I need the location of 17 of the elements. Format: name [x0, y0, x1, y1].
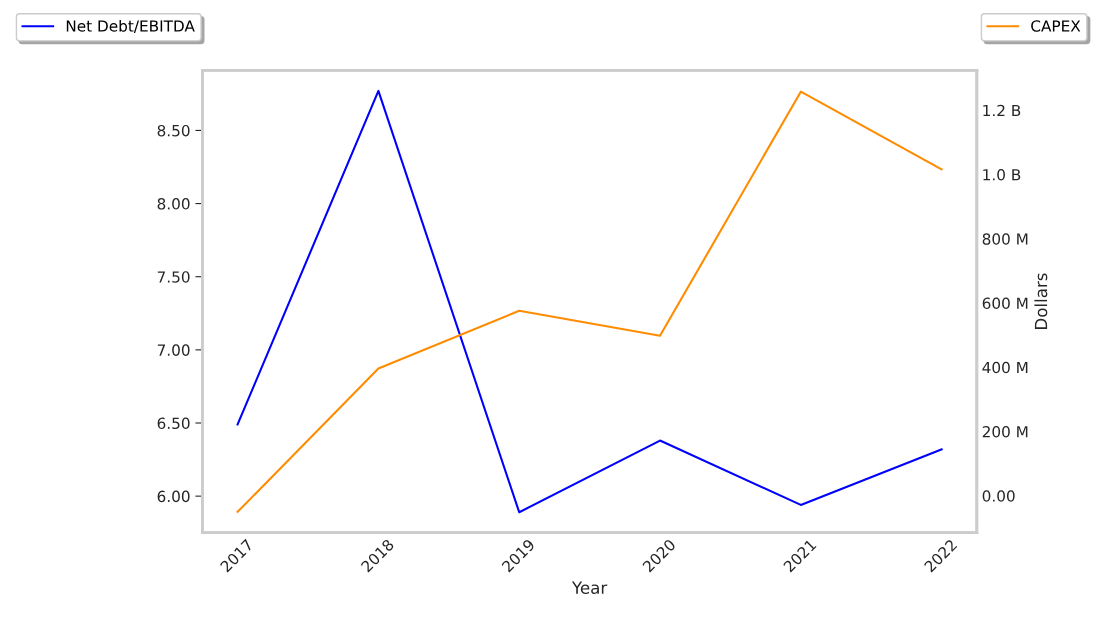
y-tick-label: 8.00: [157, 198, 190, 210]
y-tick-label: 6.00: [157, 490, 190, 503]
y-tick-label: 6.50: [157, 417, 190, 430]
y2-tick-label: 200 M: [982, 425, 1028, 438]
y2-tick-label: 600 M: [982, 297, 1028, 310]
y2-tick-label: 1.0 B: [983, 169, 1021, 181]
y2-axis-title: Dollars: [1034, 273, 1048, 329]
y2-tick-label: 800 M: [982, 233, 1028, 245]
y2-tick-label: 400 M: [982, 361, 1028, 374]
legend-label: Net Debt/EBITDA: [66, 19, 195, 33]
y-tick-label: 7.00: [157, 344, 190, 356]
y2-tick-label: 1.2 B: [983, 104, 1021, 117]
y-tick-label: 8.50: [157, 124, 190, 137]
y2-tick-label: 0.00: [982, 490, 1015, 502]
y-tick-label: 7.50: [157, 271, 190, 283]
x-axis-title: Year: [571, 581, 608, 594]
legend-label: CAPEX: [1031, 20, 1081, 32]
